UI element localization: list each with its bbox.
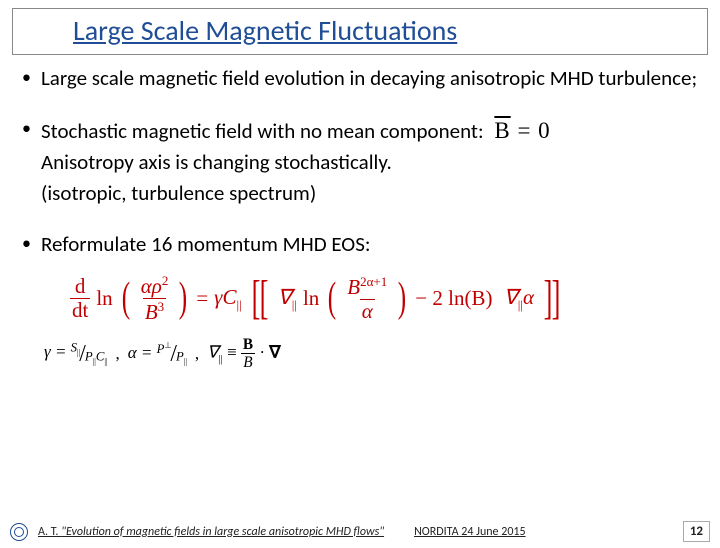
- gamma-def: γ = S|| / P||C||: [44, 339, 108, 369]
- ln1: ln: [96, 285, 112, 312]
- bullet-2: • Stochastic magnetic field with no mean…: [22, 116, 698, 211]
- main-equation: d dt ln ( αρ2 B3 ) = γC|| [ [ ∇|| ln ( B…: [70, 274, 698, 323]
- bullet-3: • Reformulate 16 momentum MHD EOS:: [22, 231, 698, 262]
- slide-title: Large Scale Magnetic Fluctuations: [12, 8, 708, 55]
- nabla-def: ∇|| ≡ B B · ∇: [207, 337, 280, 371]
- alpha-den: α: [360, 299, 375, 322]
- bullet-2-block: Stochastic magnetic field with no mean c…: [41, 116, 551, 211]
- bullet-dot: •: [22, 65, 31, 96]
- page-number: 12: [683, 521, 710, 542]
- bullet-3-text: Reformulate 16 momentum MHD EOS:: [41, 231, 371, 258]
- sep2: ,: [195, 343, 199, 365]
- minus-term: − 2 ln(B): [415, 285, 492, 312]
- bullet-1-text: Large scale magnetic field evolution in …: [41, 65, 697, 92]
- rparen1: ): [179, 282, 187, 316]
- d-num: d: [73, 276, 88, 298]
- definitions: γ = S|| / P||C|| , α = P⊥ / P|| , ∇|| ≡ …: [44, 337, 698, 371]
- equals: =: [196, 285, 208, 312]
- bullet-2-line1: Stochastic magnetic field with no mean c…: [41, 116, 551, 145]
- ln2: ln: [303, 285, 319, 312]
- footer-paper-title: "Evolution of magnetic fields in large s…: [61, 525, 384, 539]
- mean-b-equation: B = 0: [494, 118, 550, 143]
- dt-den: dt: [70, 298, 90, 321]
- sep1: ,: [116, 343, 120, 365]
- b3: B3: [143, 298, 166, 323]
- gammaC: γC||: [214, 284, 242, 314]
- nabla1: ∇||: [278, 284, 297, 314]
- alpha-def: α = P⊥ / P||: [128, 339, 187, 369]
- bullet-dot: •: [22, 231, 31, 262]
- slide-body: • Large scale magnetic field evolution i…: [0, 55, 720, 371]
- ddt: d dt: [70, 276, 90, 321]
- frac-ar-b: αρ2 B3: [139, 274, 171, 323]
- ar2: αρ2: [139, 274, 171, 298]
- bullet-1: • Large scale magnetic field evolution i…: [22, 65, 698, 96]
- zero: 0: [538, 118, 551, 143]
- nabla2: ∇||α: [498, 284, 534, 314]
- footer-conference: NORDITA 24 June 2015: [414, 525, 526, 539]
- footer-author: A. T.: [38, 525, 61, 539]
- footer: A. T. "Evolution of magnetic fields in l…: [0, 521, 720, 542]
- b-bar: B: [494, 118, 510, 143]
- rparen2: ): [398, 282, 406, 316]
- bullet-2a-text: Stochastic magnetic field with no mean c…: [41, 118, 484, 144]
- bullet-dot: •: [22, 116, 31, 211]
- footer-citation: A. T. "Evolution of magnetic fields in l…: [38, 525, 384, 539]
- b2a1: B2α+1: [345, 275, 389, 299]
- rbrack2: ]: [552, 279, 561, 317]
- lbrack2: [: [259, 279, 268, 317]
- frac-b-alpha: B2α+1 α: [345, 275, 389, 322]
- lparen1: (: [121, 282, 129, 316]
- logo-icon: [10, 523, 28, 541]
- lparen2: (: [328, 282, 336, 316]
- eq-sign: =: [517, 118, 538, 143]
- bullet-2c-text: (isotropic, turbulence spectrum): [41, 180, 551, 207]
- bullet-2b-text: Anisotropy axis is changing stochastical…: [41, 149, 551, 176]
